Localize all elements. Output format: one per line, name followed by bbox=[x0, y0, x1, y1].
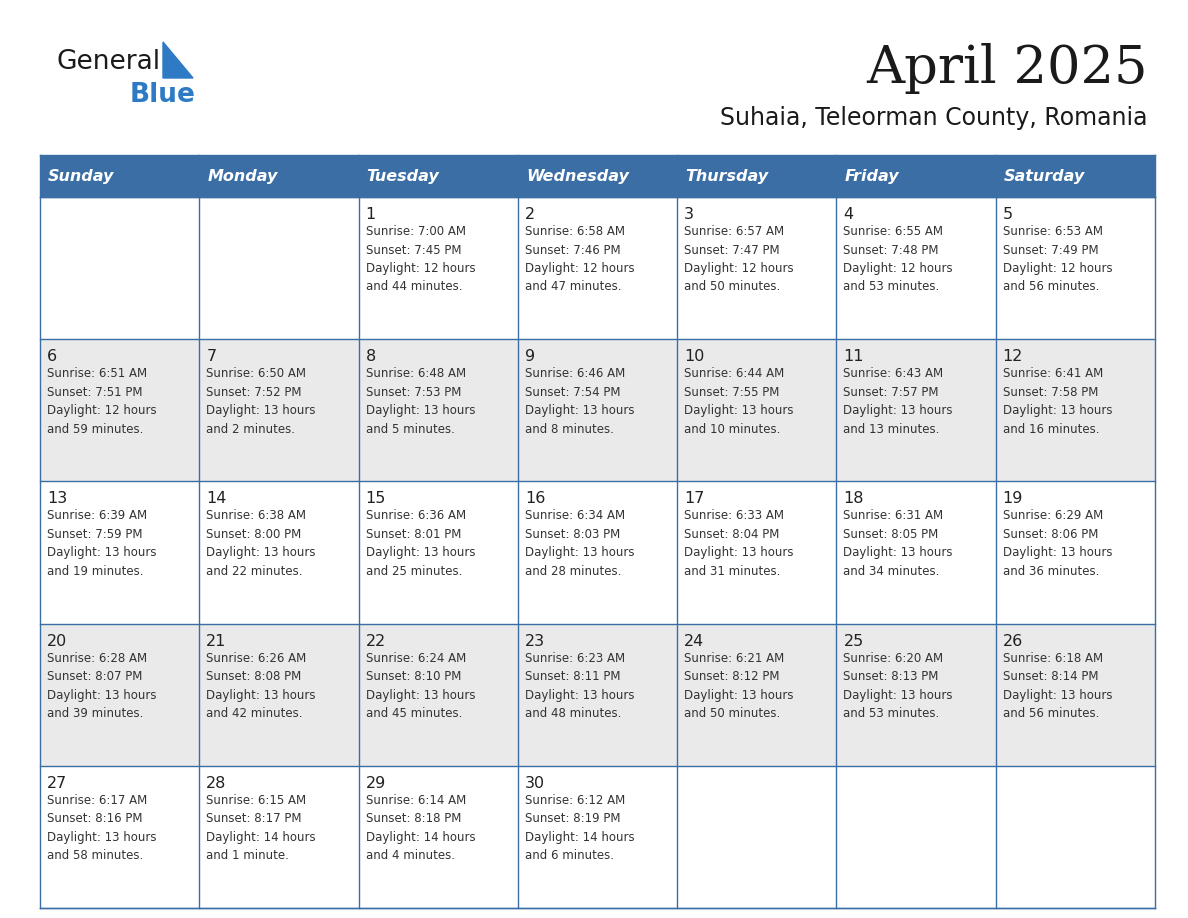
Bar bbox=[40, 766, 1155, 908]
Text: Sunrise: 6:36 AM
Sunset: 8:01 PM
Daylight: 13 hours
and 25 minutes.: Sunrise: 6:36 AM Sunset: 8:01 PM Dayligh… bbox=[366, 509, 475, 578]
Text: Monday: Monday bbox=[207, 169, 278, 184]
Bar bbox=[40, 197, 1155, 339]
Text: 11: 11 bbox=[843, 349, 864, 364]
Text: 10: 10 bbox=[684, 349, 704, 364]
Text: Sunrise: 6:14 AM
Sunset: 8:18 PM
Daylight: 14 hours
and 4 minutes.: Sunrise: 6:14 AM Sunset: 8:18 PM Dayligh… bbox=[366, 794, 475, 862]
Text: 1: 1 bbox=[366, 207, 375, 222]
Text: General: General bbox=[56, 49, 160, 75]
Text: Friday: Friday bbox=[845, 169, 899, 184]
Text: Sunrise: 6:43 AM
Sunset: 7:57 PM
Daylight: 13 hours
and 13 minutes.: Sunrise: 6:43 AM Sunset: 7:57 PM Dayligh… bbox=[843, 367, 953, 436]
Text: Sunrise: 6:58 AM
Sunset: 7:46 PM
Daylight: 12 hours
and 47 minutes.: Sunrise: 6:58 AM Sunset: 7:46 PM Dayligh… bbox=[525, 225, 634, 294]
Text: Sunrise: 6:50 AM
Sunset: 7:52 PM
Daylight: 13 hours
and 2 minutes.: Sunrise: 6:50 AM Sunset: 7:52 PM Dayligh… bbox=[207, 367, 316, 436]
Text: Sunrise: 6:41 AM
Sunset: 7:58 PM
Daylight: 13 hours
and 16 minutes.: Sunrise: 6:41 AM Sunset: 7:58 PM Dayligh… bbox=[1003, 367, 1112, 436]
Text: 17: 17 bbox=[684, 491, 704, 507]
Text: Sunrise: 6:31 AM
Sunset: 8:05 PM
Daylight: 13 hours
and 34 minutes.: Sunrise: 6:31 AM Sunset: 8:05 PM Dayligh… bbox=[843, 509, 953, 578]
Text: Sunrise: 6:55 AM
Sunset: 7:48 PM
Daylight: 12 hours
and 53 minutes.: Sunrise: 6:55 AM Sunset: 7:48 PM Dayligh… bbox=[843, 225, 953, 294]
Text: 5: 5 bbox=[1003, 207, 1013, 222]
Text: 29: 29 bbox=[366, 776, 386, 790]
Polygon shape bbox=[163, 42, 192, 78]
Text: 26: 26 bbox=[1003, 633, 1023, 649]
Text: 24: 24 bbox=[684, 633, 704, 649]
Text: 8: 8 bbox=[366, 349, 375, 364]
Text: Sunrise: 6:51 AM
Sunset: 7:51 PM
Daylight: 12 hours
and 59 minutes.: Sunrise: 6:51 AM Sunset: 7:51 PM Dayligh… bbox=[48, 367, 157, 436]
Text: 20: 20 bbox=[48, 633, 68, 649]
Text: Sunrise: 6:38 AM
Sunset: 8:00 PM
Daylight: 13 hours
and 22 minutes.: Sunrise: 6:38 AM Sunset: 8:00 PM Dayligh… bbox=[207, 509, 316, 578]
Text: 6: 6 bbox=[48, 349, 57, 364]
Text: 3: 3 bbox=[684, 207, 694, 222]
Text: Sunrise: 6:44 AM
Sunset: 7:55 PM
Daylight: 13 hours
and 10 minutes.: Sunrise: 6:44 AM Sunset: 7:55 PM Dayligh… bbox=[684, 367, 794, 436]
Text: Sunrise: 6:12 AM
Sunset: 8:19 PM
Daylight: 14 hours
and 6 minutes.: Sunrise: 6:12 AM Sunset: 8:19 PM Dayligh… bbox=[525, 794, 634, 862]
Text: Sunrise: 6:28 AM
Sunset: 8:07 PM
Daylight: 13 hours
and 39 minutes.: Sunrise: 6:28 AM Sunset: 8:07 PM Dayligh… bbox=[48, 652, 157, 720]
Bar bbox=[40, 155, 1155, 197]
Text: Sunday: Sunday bbox=[48, 169, 114, 184]
Text: 14: 14 bbox=[207, 491, 227, 507]
Text: 12: 12 bbox=[1003, 349, 1023, 364]
Text: 30: 30 bbox=[525, 776, 545, 790]
Text: 28: 28 bbox=[207, 776, 227, 790]
Text: 25: 25 bbox=[843, 633, 864, 649]
Text: 22: 22 bbox=[366, 633, 386, 649]
Text: Saturday: Saturday bbox=[1004, 169, 1085, 184]
Text: 23: 23 bbox=[525, 633, 545, 649]
Text: Sunrise: 6:23 AM
Sunset: 8:11 PM
Daylight: 13 hours
and 48 minutes.: Sunrise: 6:23 AM Sunset: 8:11 PM Dayligh… bbox=[525, 652, 634, 720]
Text: Sunrise: 6:33 AM
Sunset: 8:04 PM
Daylight: 13 hours
and 31 minutes.: Sunrise: 6:33 AM Sunset: 8:04 PM Dayligh… bbox=[684, 509, 794, 578]
Text: Sunrise: 6:18 AM
Sunset: 8:14 PM
Daylight: 13 hours
and 56 minutes.: Sunrise: 6:18 AM Sunset: 8:14 PM Dayligh… bbox=[1003, 652, 1112, 720]
Text: Sunrise: 6:17 AM
Sunset: 8:16 PM
Daylight: 13 hours
and 58 minutes.: Sunrise: 6:17 AM Sunset: 8:16 PM Dayligh… bbox=[48, 794, 157, 862]
Text: Thursday: Thursday bbox=[685, 169, 769, 184]
Text: Suhaia, Teleorman County, Romania: Suhaia, Teleorman County, Romania bbox=[720, 106, 1148, 130]
Text: Sunrise: 6:26 AM
Sunset: 8:08 PM
Daylight: 13 hours
and 42 minutes.: Sunrise: 6:26 AM Sunset: 8:08 PM Dayligh… bbox=[207, 652, 316, 720]
Text: Sunrise: 6:57 AM
Sunset: 7:47 PM
Daylight: 12 hours
and 50 minutes.: Sunrise: 6:57 AM Sunset: 7:47 PM Dayligh… bbox=[684, 225, 794, 294]
Text: 4: 4 bbox=[843, 207, 853, 222]
Bar bbox=[40, 623, 1155, 766]
Text: Sunrise: 6:20 AM
Sunset: 8:13 PM
Daylight: 13 hours
and 53 minutes.: Sunrise: 6:20 AM Sunset: 8:13 PM Dayligh… bbox=[843, 652, 953, 720]
Text: Sunrise: 6:48 AM
Sunset: 7:53 PM
Daylight: 13 hours
and 5 minutes.: Sunrise: 6:48 AM Sunset: 7:53 PM Dayligh… bbox=[366, 367, 475, 436]
Text: 15: 15 bbox=[366, 491, 386, 507]
Text: Sunrise: 6:53 AM
Sunset: 7:49 PM
Daylight: 12 hours
and 56 minutes.: Sunrise: 6:53 AM Sunset: 7:49 PM Dayligh… bbox=[1003, 225, 1112, 294]
Text: Tuesday: Tuesday bbox=[367, 169, 440, 184]
Text: 16: 16 bbox=[525, 491, 545, 507]
Text: 9: 9 bbox=[525, 349, 535, 364]
Text: April 2025: April 2025 bbox=[866, 42, 1148, 94]
Text: 18: 18 bbox=[843, 491, 864, 507]
Text: 7: 7 bbox=[207, 349, 216, 364]
Text: 27: 27 bbox=[48, 776, 68, 790]
Bar bbox=[40, 481, 1155, 623]
Text: Sunrise: 6:29 AM
Sunset: 8:06 PM
Daylight: 13 hours
and 36 minutes.: Sunrise: 6:29 AM Sunset: 8:06 PM Dayligh… bbox=[1003, 509, 1112, 578]
Text: Blue: Blue bbox=[129, 82, 196, 108]
Bar bbox=[40, 339, 1155, 481]
Text: Sunrise: 7:00 AM
Sunset: 7:45 PM
Daylight: 12 hours
and 44 minutes.: Sunrise: 7:00 AM Sunset: 7:45 PM Dayligh… bbox=[366, 225, 475, 294]
Text: Wednesday: Wednesday bbox=[526, 169, 628, 184]
Text: Sunrise: 6:24 AM
Sunset: 8:10 PM
Daylight: 13 hours
and 45 minutes.: Sunrise: 6:24 AM Sunset: 8:10 PM Dayligh… bbox=[366, 652, 475, 720]
Text: 21: 21 bbox=[207, 633, 227, 649]
Text: Sunrise: 6:46 AM
Sunset: 7:54 PM
Daylight: 13 hours
and 8 minutes.: Sunrise: 6:46 AM Sunset: 7:54 PM Dayligh… bbox=[525, 367, 634, 436]
Text: Sunrise: 6:15 AM
Sunset: 8:17 PM
Daylight: 14 hours
and 1 minute.: Sunrise: 6:15 AM Sunset: 8:17 PM Dayligh… bbox=[207, 794, 316, 862]
Text: 13: 13 bbox=[48, 491, 68, 507]
Text: Sunrise: 6:21 AM
Sunset: 8:12 PM
Daylight: 13 hours
and 50 minutes.: Sunrise: 6:21 AM Sunset: 8:12 PM Dayligh… bbox=[684, 652, 794, 720]
Text: 19: 19 bbox=[1003, 491, 1023, 507]
Text: 2: 2 bbox=[525, 207, 535, 222]
Text: Sunrise: 6:39 AM
Sunset: 7:59 PM
Daylight: 13 hours
and 19 minutes.: Sunrise: 6:39 AM Sunset: 7:59 PM Dayligh… bbox=[48, 509, 157, 578]
Text: Sunrise: 6:34 AM
Sunset: 8:03 PM
Daylight: 13 hours
and 28 minutes.: Sunrise: 6:34 AM Sunset: 8:03 PM Dayligh… bbox=[525, 509, 634, 578]
